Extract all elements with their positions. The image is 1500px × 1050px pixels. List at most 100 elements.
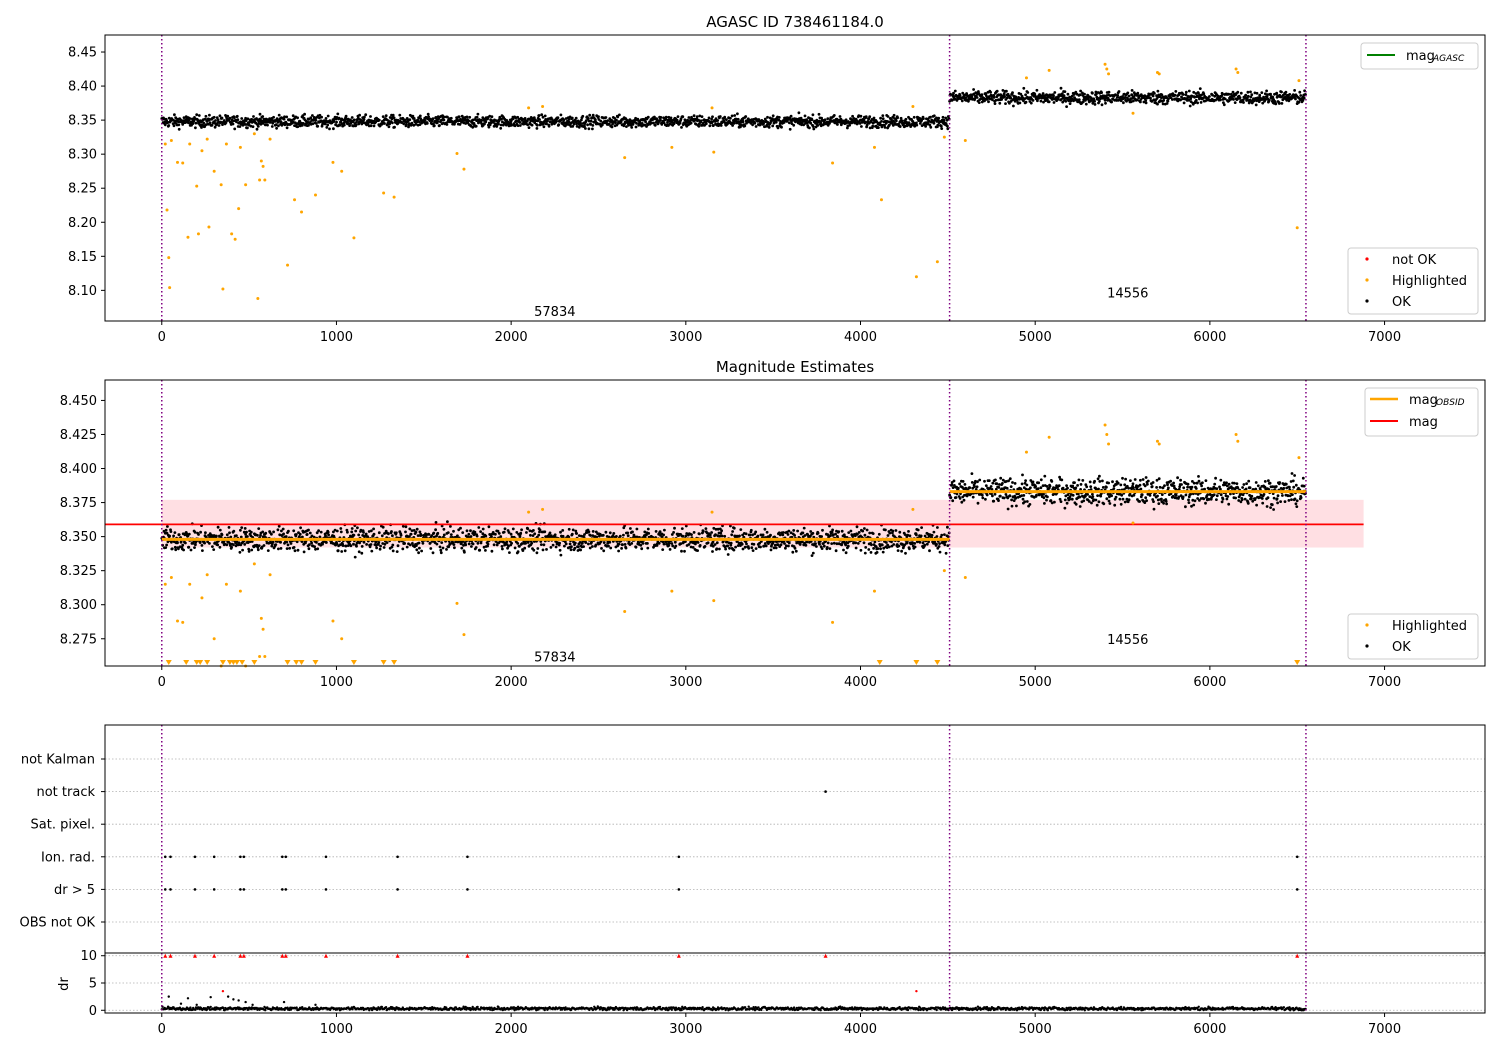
ok-point	[928, 549, 931, 553]
ok-point	[1138, 500, 1141, 503]
ok-point	[1173, 93, 1177, 97]
ok-point	[775, 540, 779, 544]
ok-point	[1140, 493, 1144, 497]
ok-point	[377, 531, 381, 535]
ok-point	[420, 549, 423, 553]
panel-1-axes: 0 1000 2000 3000 4000 5000 6000 70008.108.158.2…	[68, 34, 1486, 345]
highlighted-point	[286, 263, 290, 267]
ok-point	[808, 126, 811, 130]
ok-point	[246, 117, 250, 121]
ok-point	[1088, 495, 1092, 498]
ok-point	[680, 126, 683, 129]
ok-point	[1084, 494, 1087, 498]
ok-point	[574, 529, 578, 533]
ok-point	[918, 117, 922, 120]
ok-point	[732, 121, 736, 125]
ok-point	[1161, 102, 1165, 106]
ok-point	[516, 550, 520, 554]
ok-point	[856, 542, 860, 545]
ok-point	[890, 540, 893, 544]
ok-point	[1246, 94, 1250, 98]
ok-point	[646, 546, 650, 550]
ok-point	[908, 534, 912, 538]
ok-point	[235, 540, 239, 544]
ok-point	[381, 525, 385, 529]
ok-point	[368, 545, 372, 549]
legend-marker-not-ok	[1365, 257, 1369, 261]
ok-point	[259, 122, 263, 126]
ok-point	[1266, 93, 1269, 97]
ok-point	[640, 547, 644, 551]
ok-point	[1133, 478, 1137, 481]
ok-point	[224, 121, 228, 124]
ok-point	[1020, 94, 1024, 98]
ok-point	[1100, 91, 1103, 94]
ok-point	[1124, 477, 1127, 481]
ok-point	[1002, 92, 1006, 95]
ok-point	[903, 124, 907, 128]
ok-point	[1091, 495, 1095, 498]
ok-point	[690, 533, 693, 536]
ok-point	[1091, 91, 1094, 95]
ok-point	[1004, 102, 1007, 105]
ok-point	[842, 548, 845, 552]
ok-point	[1091, 101, 1095, 105]
ok-point	[968, 486, 972, 490]
ok-point	[1018, 101, 1022, 105]
ok-point	[938, 550, 942, 554]
ok-point	[1064, 494, 1068, 498]
ok-point	[864, 546, 868, 549]
ok-point	[711, 540, 715, 544]
ok-point	[474, 546, 478, 549]
ok-point	[980, 100, 984, 104]
ok-point	[436, 119, 440, 123]
ok-point	[207, 534, 210, 537]
ok-point	[392, 116, 396, 120]
ok-point	[267, 541, 271, 545]
ok-point	[572, 122, 576, 126]
ok-point	[1012, 499, 1016, 502]
ok-point	[812, 535, 816, 539]
ok-point	[846, 544, 850, 548]
ok-point	[203, 541, 207, 545]
ok-point	[777, 531, 781, 535]
ok-point	[440, 524, 444, 528]
ok-point	[720, 529, 723, 533]
ok-point	[719, 124, 723, 127]
ok-point	[1284, 90, 1288, 94]
ok-point	[1112, 487, 1116, 490]
ok-point	[1098, 99, 1101, 103]
ok-point	[1129, 100, 1133, 104]
ok-point	[481, 527, 485, 531]
ok-point	[246, 126, 249, 130]
ok-point	[522, 122, 526, 126]
ok-point	[784, 546, 787, 550]
ok-point	[626, 531, 630, 535]
ok-point	[872, 547, 875, 550]
ok-point	[790, 122, 794, 125]
ok-point	[412, 117, 416, 120]
ok-point	[886, 543, 889, 547]
ok-point	[535, 535, 539, 539]
ok-point	[1244, 93, 1248, 97]
ok-point	[1002, 496, 1006, 500]
ok-point	[1238, 96, 1242, 100]
ok-point	[792, 123, 796, 127]
ok-point	[918, 122, 922, 125]
ok-point	[774, 546, 778, 550]
ok-point	[927, 120, 931, 123]
highlighted-point	[623, 156, 627, 160]
ok-point	[1110, 100, 1113, 104]
ok-point	[276, 528, 280, 532]
ok-point	[316, 124, 320, 128]
ok-point	[545, 548, 548, 551]
ok-point	[660, 535, 664, 539]
ok-point	[1024, 93, 1027, 97]
ok-point	[708, 533, 712, 537]
legend-label-not-ok: not OK	[1392, 253, 1437, 268]
ok-point	[885, 546, 889, 549]
ok-point	[220, 116, 224, 120]
ok-point	[676, 115, 680, 118]
ok-point	[1119, 502, 1123, 506]
ok-point	[1241, 98, 1245, 102]
